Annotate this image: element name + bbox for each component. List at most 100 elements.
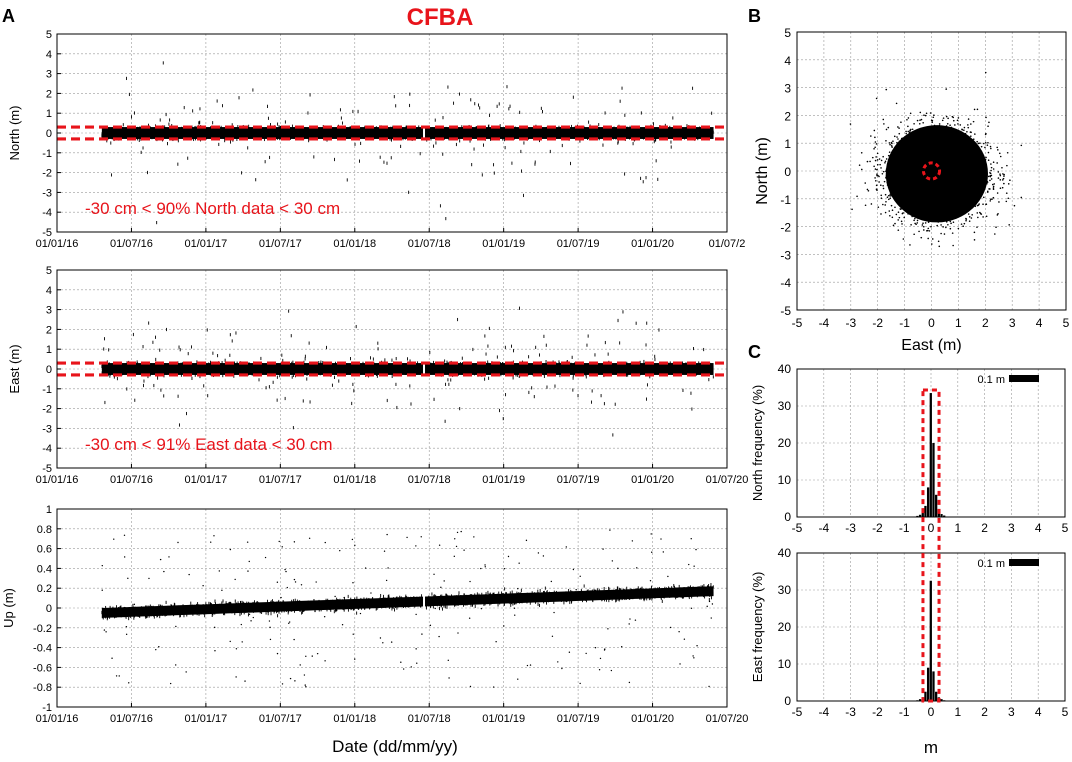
- g-hn-ylabel: North frequency (%): [750, 385, 765, 501]
- g-hn-bar-3: [924, 505, 927, 517]
- scatter-xtick-label-3: -2: [872, 316, 883, 330]
- scatter-xtick-label-5: 0: [928, 316, 935, 330]
- g-hn-xtick-label-10: 5: [1062, 521, 1069, 535]
- g-east-xtick-label-3: 01/07/17: [259, 474, 302, 486]
- g-east-ytick-label-7: 2: [46, 324, 52, 336]
- north-timeseries-panel: -5 -4 -3 -2 -1 0 1 2 3 4 5 01/01/16 01/07/16 01/01/17…: [7, 29, 745, 250]
- g-east-xtick-label-7: 01/07/19: [557, 474, 600, 486]
- g-hn-bar-0: [916, 515, 919, 517]
- g-up-xtick-label-5: 01/07/18: [408, 713, 451, 725]
- g-hn-xtick-label-4: -1: [899, 521, 910, 535]
- g-east-ylabel: East (m): [7, 344, 22, 393]
- north-histogram-panel: 0 10 20 30 40 -5 -4 -3 -2 -1 0 1 2 3 4 5 0.1 m North freq…: [750, 362, 1069, 535]
- g-hn-bar-2: [921, 512, 924, 517]
- g-hn-bar-7: [935, 494, 938, 517]
- g-hn-xtick-label-7: 2: [981, 521, 988, 535]
- g-east-xtick-label-8: 01/01/20: [631, 474, 674, 486]
- g-north-xtick-label-8: 01/01/20: [631, 238, 674, 250]
- g-up-xtick-label-2: 01/01/17: [184, 713, 227, 725]
- g-he-xtick-label-6: 1: [954, 705, 961, 719]
- g-hn-ytick-label-0: 0: [784, 510, 791, 524]
- g-hn-bar-6: [932, 443, 935, 517]
- g-hn-frame: [796, 368, 1066, 518]
- g-north-ytick-label-5: 0: [46, 128, 52, 140]
- g-hn-ytick-label-3: 30: [778, 399, 792, 413]
- g-he-bar-6: [932, 671, 935, 701]
- g-up-ytick-label-10: 1: [46, 504, 52, 516]
- g-he-bar-5: [929, 580, 932, 701]
- scatter-threshold-circle: [921, 161, 942, 181]
- g-north-xtick-label-3: 01/07/17: [259, 238, 302, 250]
- g-he-bar-4: [926, 667, 930, 701]
- g-up-ytick-label-0: -1: [42, 702, 52, 714]
- g-north-ytick-label-9: 4: [46, 49, 52, 61]
- g-north-ytick-label-10: 5: [46, 29, 52, 41]
- g-up-ytick-label-3: -0.4: [33, 643, 52, 655]
- g-hn-bar-10: [943, 515, 946, 517]
- g-hn-bar-9: [940, 514, 943, 517]
- scatter-ytick-label-0: -5: [780, 304, 791, 318]
- g-north-annotation: -30 cm < 90% North data < 30 cm: [85, 199, 340, 218]
- g-hn-bar-5: [929, 393, 932, 517]
- scatter-ytick-label-7: 2: [784, 109, 791, 123]
- g-hn-xtick-label-8: 3: [1008, 521, 1015, 535]
- g-hn-xtick-label-0: -5: [792, 521, 803, 535]
- g-up-xtick-label-8: 01/01/20: [631, 713, 674, 725]
- g-hn-xtick-label-9: 4: [1035, 521, 1042, 535]
- date-axis-label: Date (dd/mm/yy): [332, 737, 458, 756]
- panel-label-b: B: [748, 6, 761, 26]
- g-north-xtick-label-6: 01/01/19: [482, 238, 525, 250]
- g-hn-ytick-label-4: 40: [778, 362, 792, 376]
- g-hn-bar-1: [918, 514, 922, 517]
- g-he-bar-1: [918, 699, 922, 701]
- g-east-ytick-label-9: 4: [46, 285, 52, 297]
- g-hn-xtick-label-5: 0: [928, 521, 935, 535]
- scatter-ytick-label-6: 1: [784, 137, 791, 151]
- g-east-dense-band: [101, 363, 714, 375]
- scatter-xtick-label-1: -4: [819, 316, 830, 330]
- g-he-xtick-label-5: 0: [928, 705, 935, 719]
- g-he-xtick-label-7: 2: [981, 705, 988, 719]
- scatter-ytick-label-9: 4: [784, 54, 791, 68]
- g-east-ytick-label-6: 1: [46, 344, 52, 356]
- scatter-ytick-label-1: -4: [780, 276, 791, 290]
- g-hn-legend-swatch: [1009, 375, 1039, 382]
- g-up-ytick-label-9: 0.8: [37, 524, 52, 536]
- g-north-ytick-label-7: 2: [46, 88, 52, 100]
- g-hn-bar-4: [926, 487, 930, 517]
- g-north-ytick-label-4: -1: [42, 148, 52, 160]
- g-east-annotation: -30 cm < 91% East data < 30 cm: [85, 435, 333, 454]
- scatter-ytick-label-3: -2: [780, 221, 791, 235]
- scatter-ylabel: North (m): [754, 137, 771, 205]
- g-east-xtick-label-4: 01/01/18: [333, 474, 376, 486]
- g-he-xtick-label-4: -1: [899, 705, 910, 719]
- g-east-ytick-label-1: -4: [42, 443, 52, 455]
- g-he-xlabel: m: [924, 738, 938, 757]
- g-he-xtick-label-3: -2: [872, 705, 883, 719]
- g-hn-legend-label: 0.1 m: [977, 374, 1005, 386]
- east-north-scatter-panel: -5-5 -4 -4 -3 -3 -2 -2 -1 -1 0 0 1 1 2 2 3 3 4 4 5 5 East (m)…: [754, 26, 1070, 354]
- up-timeseries-panel: -1 -0.8 -0.6 -0.4 -0.2 0 0.2 0.4 0.6 0.8 1 01/01/16…: [1, 504, 748, 725]
- g-he-bar-9: [940, 699, 943, 701]
- figure-title: CFBA: [407, 4, 474, 31]
- g-he-bar-7: [935, 691, 938, 701]
- g-east-xtick-label-2: 01/01/17: [184, 474, 227, 486]
- g-up-ylabel: Up (m): [1, 588, 16, 628]
- g-north-ylabel: North (m): [7, 106, 22, 161]
- g-up-ytick-label-1: -0.8: [33, 682, 52, 694]
- g-east-ytick-label-8: 3: [46, 305, 52, 317]
- panel-label-c: C: [748, 342, 761, 362]
- g-north-ytick-label-8: 3: [46, 69, 52, 81]
- g-he-ylabel: East frequency (%): [750, 572, 765, 683]
- g-up-xtick-label-0: 01/01/16: [36, 713, 79, 725]
- scatter-ytick-label-4: -1: [780, 193, 791, 207]
- g-east-ytick-label-2: -3: [42, 423, 52, 435]
- histogram-threshold-box: [921, 388, 941, 703]
- g-north-ytick-label-3: -2: [42, 168, 52, 180]
- scatter-frame: [796, 31, 1067, 311]
- scatter-dense-core: [885, 125, 988, 223]
- g-he-ytick-label-1: 10: [778, 657, 792, 671]
- g-north-xtick-label-1: 01/07/16: [110, 238, 153, 250]
